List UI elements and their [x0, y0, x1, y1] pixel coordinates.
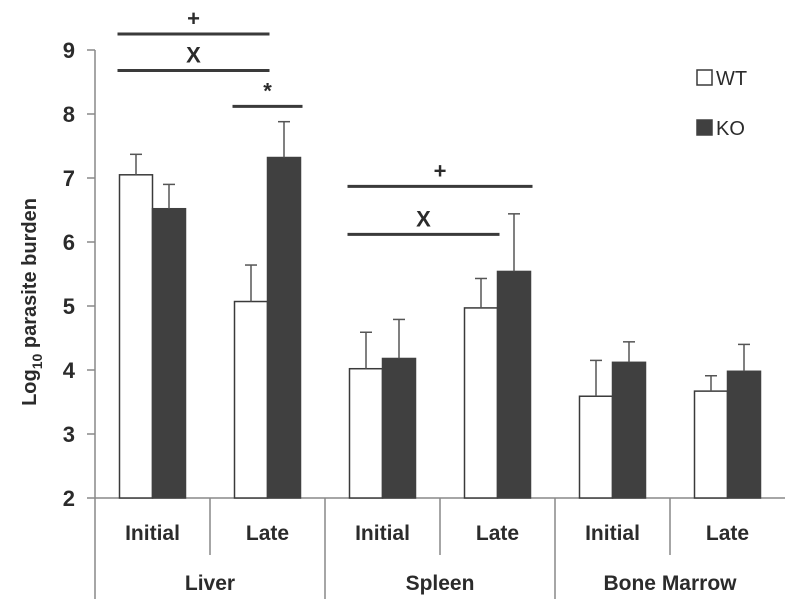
y-tick-label: 7 — [63, 166, 75, 191]
bar-ko — [381, 357, 417, 499]
y-tick-label: 4 — [63, 358, 76, 383]
bar-ko — [151, 207, 187, 499]
x-group-label: Spleen — [406, 572, 475, 595]
y-axis-label-rest: parasite burden — [19, 198, 41, 354]
y-tick-label: 2 — [63, 486, 75, 511]
y-tick-label: 6 — [63, 230, 75, 255]
legend-label-ko: KO — [716, 118, 745, 140]
x-category-label: Initial — [355, 522, 410, 545]
significance-symbol: * — [263, 78, 272, 103]
y-axis-label-sub: 10 — [29, 353, 45, 369]
y-axis-label-main: Log — [19, 369, 41, 406]
legend-swatch-wt — [696, 69, 713, 86]
x-category-label: Late — [476, 522, 519, 545]
bar-ko — [496, 270, 532, 499]
bar-wt — [118, 174, 154, 499]
axes: 2 3 4 5 6 7 8 9 Initial Late Liver Initial Late Splee… — [63, 38, 785, 599]
x-category-label: Late — [706, 522, 749, 545]
bar-wt — [578, 395, 614, 499]
x-group-label: Bone Marrow — [603, 572, 737, 595]
bar-ko — [266, 156, 302, 499]
bar-wt — [348, 367, 384, 499]
y-axis-label: Log10 parasite burden — [19, 198, 45, 406]
bar-ko — [726, 370, 762, 499]
x-category-label: Late — [246, 522, 289, 545]
y-tick-label: 5 — [63, 294, 75, 319]
legend: WT KO — [696, 68, 747, 140]
y-tick-label: 8 — [63, 102, 75, 127]
x-category-label: Initial — [125, 522, 180, 545]
bar-ko — [611, 361, 647, 499]
bar-wt — [233, 300, 269, 499]
significance-symbol: + — [187, 6, 200, 31]
legend-swatch-ko — [696, 119, 713, 136]
significance-annotations: +X*+X — [117, 6, 533, 236]
significance-symbol: + — [434, 158, 447, 183]
y-tick-label: 3 — [63, 422, 75, 447]
x-group-label: Liver — [185, 572, 235, 595]
legend-label-wt: WT — [716, 68, 747, 90]
bar-wt — [693, 390, 729, 499]
error-bars — [130, 120, 750, 397]
x-category-label: Initial — [585, 522, 640, 545]
bars — [118, 156, 762, 499]
bar-wt — [463, 307, 499, 499]
y-tick-label: 9 — [63, 38, 75, 63]
significance-symbol: X — [186, 42, 201, 67]
significance-symbol: X — [416, 206, 431, 231]
